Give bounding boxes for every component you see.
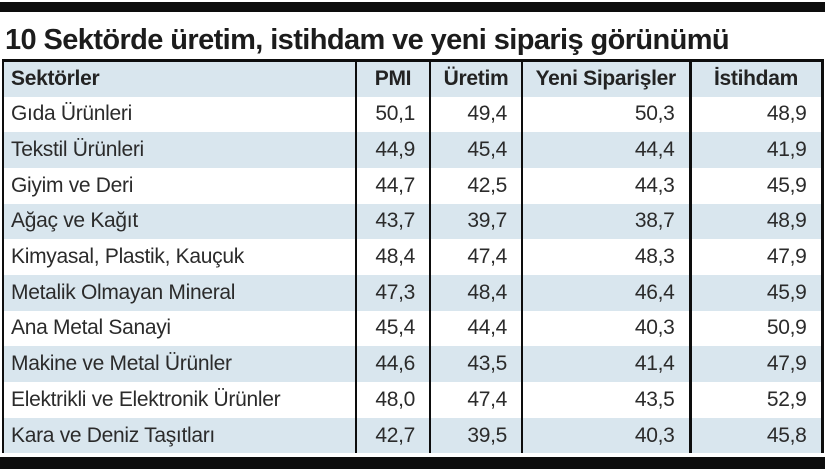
value-cell: 50,3 (522, 96, 691, 133)
sector-name-cell: Elektrikli ve Elektronik Ürünler (3, 382, 357, 418)
sector-name-cell: Kara ve Deniz Taşıtları (3, 417, 357, 454)
table-row: Gıda Ürünleri 50,1 49,4 50,3 48,9 (3, 96, 822, 133)
value-cell: 45,9 (688, 167, 822, 204)
sector-name-cell: Makine ve Metal Ürünler (3, 346, 357, 382)
value-cell: 47,3 (356, 274, 431, 311)
value-cell: 48,4 (356, 239, 431, 275)
sector-name-cell: Giyim ve Deri (3, 167, 357, 204)
value-cell: 43,7 (356, 203, 431, 240)
value-cell: 38,7 (522, 203, 691, 240)
table-row: Kara ve Deniz Taşıtları 42,7 39,5 40,3 45,8 (3, 417, 822, 454)
column-header-pmi: PMI (356, 60, 431, 97)
value-cell: 41,4 (522, 346, 691, 382)
page-title: 10 Sektörde üretim, istihdam ve yeni sip… (5, 24, 730, 56)
value-cell: 46,4 (522, 274, 691, 311)
value-cell: 50,9 (688, 310, 822, 347)
value-cell: 47,4 (430, 239, 523, 275)
value-cell: 48,4 (430, 274, 523, 311)
value-cell: 44,6 (356, 346, 431, 382)
value-cell: 48,3 (522, 239, 691, 275)
table-row: Giyim ve Deri 44,7 42,5 44,3 45,9 (3, 167, 822, 204)
column-header-yeni-siparisler: Yeni Siparişler (522, 60, 691, 97)
value-cell: 48,9 (688, 96, 822, 133)
value-cell: 45,4 (356, 310, 431, 347)
table-body: Gıda Ürünleri 50,1 49,4 50,3 48,9 Tekstil Ürü… (3, 96, 822, 454)
column-header-uretim: Üretim (430, 60, 523, 97)
value-cell: 39,5 (430, 417, 523, 454)
value-cell: 42,5 (430, 167, 523, 204)
value-cell: 45,9 (688, 274, 822, 311)
sector-name-cell: Kimyasal, Plastik, Kauçuk (3, 239, 357, 275)
bottom-rule (0, 457, 825, 470)
sector-name-cell: Ağaç ve Kağıt (3, 203, 357, 240)
value-cell: 47,9 (688, 239, 822, 275)
value-cell: 49,4 (430, 96, 523, 133)
table-row: Ağaç ve Kağıt 43,7 39,7 38,7 48,9 (3, 203, 822, 240)
table-header-row: Sektörler PMI Üretim Yeni Siparişler İst… (3, 60, 822, 97)
value-cell: 47,9 (688, 346, 822, 382)
value-cell: 47,4 (430, 382, 523, 418)
table-row: Elektrikli ve Elektronik Ürünler 48,0 47,4… (3, 382, 822, 418)
table-row: Kimyasal, Plastik, Kauçuk 48,4 47,4 48,3 47,… (3, 239, 822, 275)
value-cell: 44,4 (430, 310, 523, 347)
value-cell: 52,9 (688, 382, 822, 418)
value-cell: 44,9 (356, 132, 431, 168)
value-cell: 45,4 (430, 132, 523, 168)
top-rule (0, 2, 825, 12)
value-cell: 40,3 (522, 417, 691, 454)
value-cell: 43,5 (522, 382, 691, 418)
value-cell: 50,1 (356, 96, 431, 133)
value-cell: 43,5 (430, 346, 523, 382)
sector-name-cell: Ana Metal Sanayi (3, 310, 357, 347)
sector-pmi-table: Sektörler PMI Üretim Yeni Siparişler İst… (2, 59, 824, 454)
table-row: Tekstil Ürünleri 44,9 45,4 44,4 41,9 (3, 132, 822, 168)
sector-name-cell: Gıda Ürünleri (3, 96, 357, 133)
value-cell: 40,3 (522, 310, 691, 347)
value-cell: 44,4 (522, 132, 691, 168)
table-row: Makine ve Metal Ürünler 44,6 43,5 41,4 47,9 (3, 346, 822, 382)
value-cell: 45,8 (688, 417, 822, 454)
value-cell: 48,9 (688, 203, 822, 240)
table-row: Metalik Olmayan Mineral 47,3 48,4 46,4 45,9 (3, 274, 822, 311)
value-cell: 44,3 (522, 167, 691, 204)
column-header-istihdam: İstihdam (688, 60, 822, 97)
sector-name-cell: Tekstil Ürünleri (3, 132, 357, 168)
value-cell: 41,9 (688, 132, 822, 168)
value-cell: 44,7 (356, 167, 431, 204)
column-header-sektorler: Sektörler (3, 60, 357, 97)
sector-name-cell: Metalik Olmayan Mineral (3, 274, 357, 311)
value-cell: 48,0 (356, 382, 431, 418)
value-cell: 42,7 (356, 417, 431, 454)
table-row: Ana Metal Sanayi 45,4 44,4 40,3 50,9 (3, 310, 822, 347)
value-cell: 39,7 (430, 203, 523, 240)
